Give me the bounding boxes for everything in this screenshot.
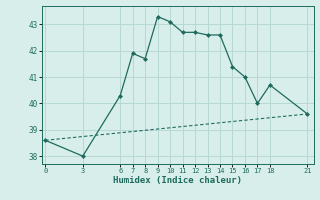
X-axis label: Humidex (Indice chaleur): Humidex (Indice chaleur) [113, 176, 242, 185]
